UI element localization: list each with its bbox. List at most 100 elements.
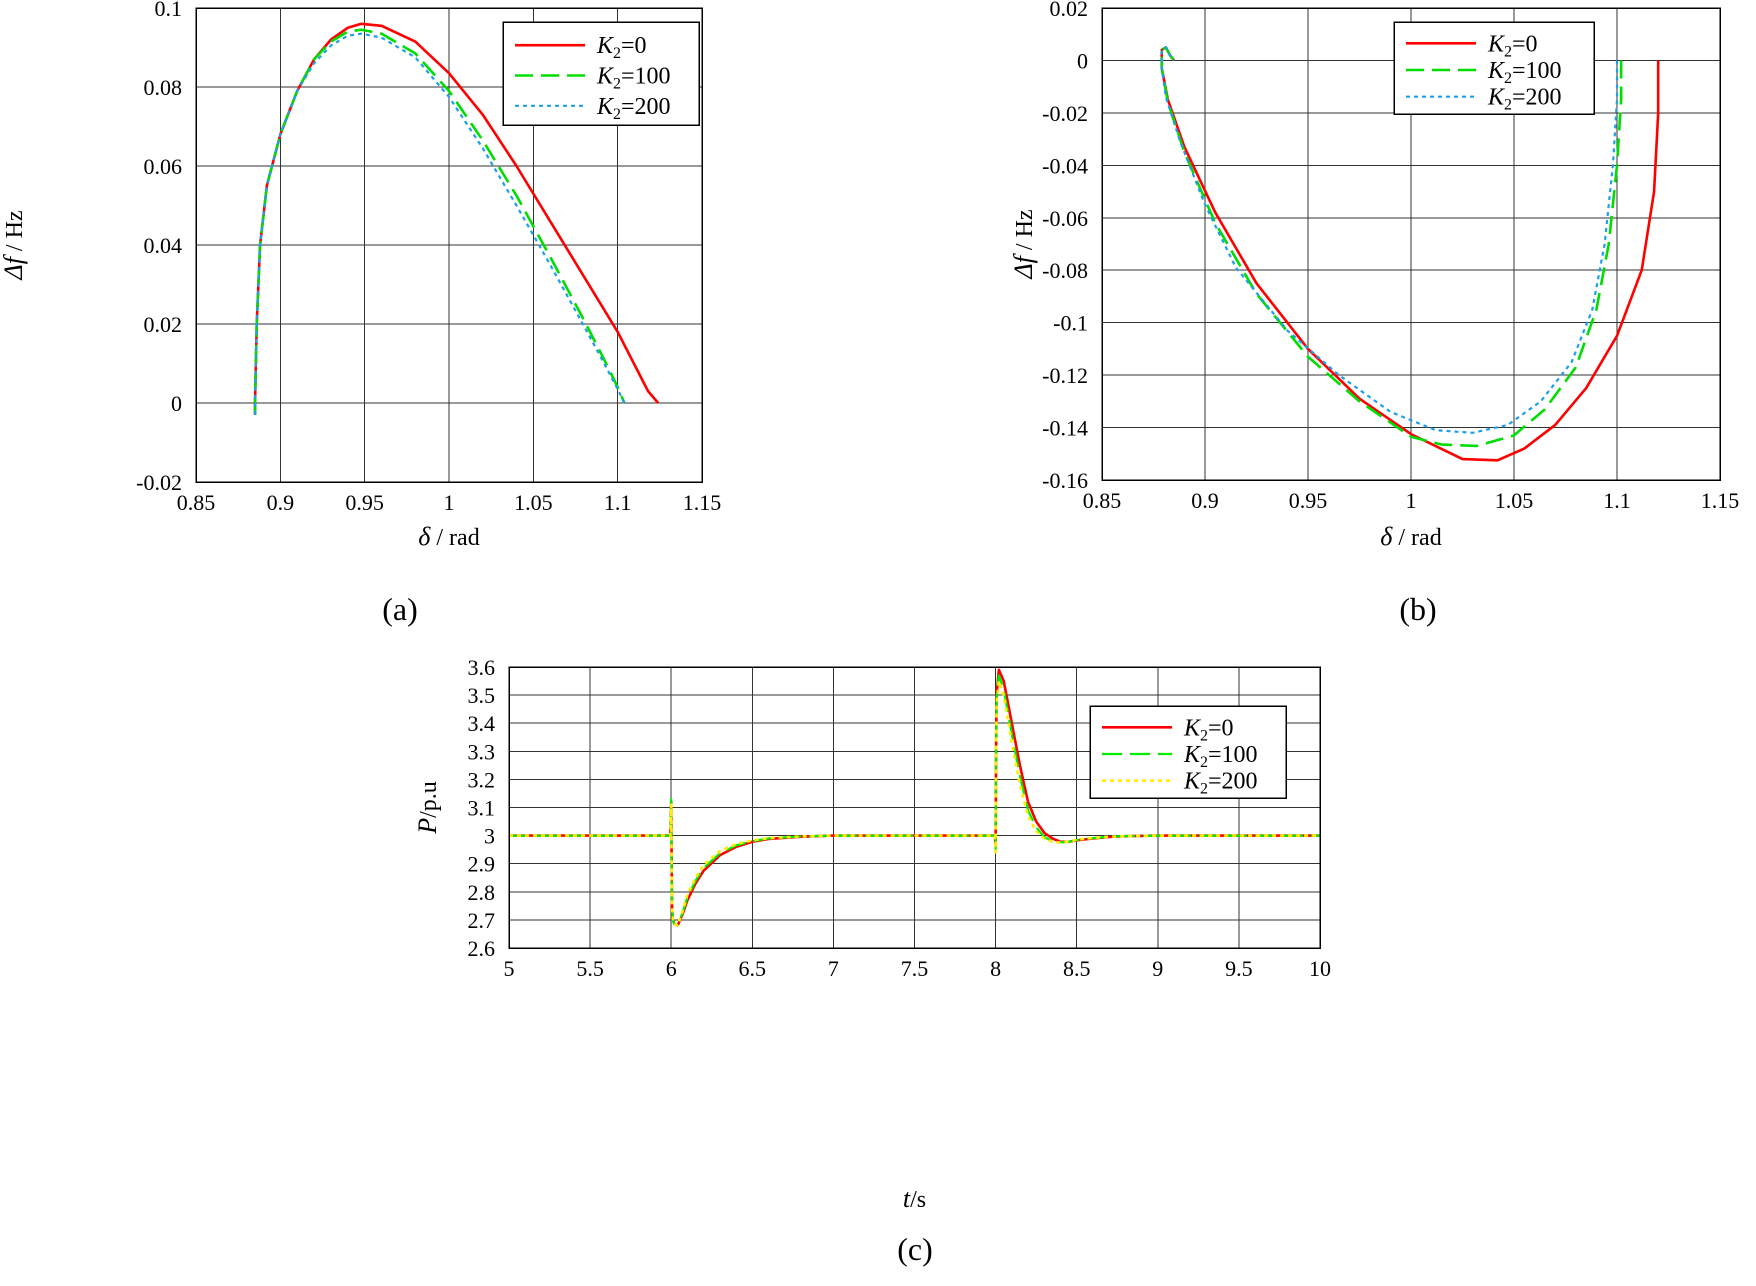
x-tick-label: 8.5 — [1063, 956, 1091, 981]
x-axis-symbol: t — [903, 1184, 911, 1213]
y-tick-label: 2.8 — [468, 880, 496, 905]
series-line-k2-100 — [253, 28, 626, 415]
y-tick-label: -0.16 — [1042, 468, 1088, 493]
legend-label-symbol: K — [1183, 769, 1202, 795]
x-axis-unit: /s — [910, 1187, 926, 1213]
x-axis-label: δ / rad — [1380, 522, 1441, 551]
legend-label-subscript: 2 — [1504, 70, 1512, 87]
legend-box — [1393, 21, 1595, 115]
series-line-k2-200 — [253, 32, 626, 415]
x-tick-label: 0.85 — [1083, 488, 1122, 513]
x-axis-unit: / rad — [1392, 525, 1441, 551]
legend-label: K2=200 — [596, 94, 671, 123]
y-tick-label: 2.9 — [468, 852, 496, 877]
legend-label-symbol: K — [1487, 85, 1506, 111]
x-tick-label: 1 — [444, 490, 455, 515]
y-tick-label: 0 — [171, 391, 182, 416]
legend-label-symbol: K — [596, 94, 615, 120]
legend-label-symbol: K — [1487, 31, 1506, 57]
chart-b: 0.85 0.9 0.95 1 1.05 1.1 1.15-0.16-0.14-0.12-0… — [1009, 0, 1739, 627]
y-tick-label: 3.5 — [468, 683, 496, 708]
y-tick-label: 0.04 — [144, 233, 183, 258]
y-tick-label: 0.08 — [144, 75, 183, 100]
x-tick-label: 6 — [666, 956, 677, 981]
x-tick-label: 1.05 — [514, 490, 553, 515]
y-tick-label: -0.04 — [1042, 153, 1088, 178]
legend-label-value: =0 — [1208, 715, 1234, 741]
x-tick-label: 9 — [1152, 956, 1163, 981]
y-tick-label: -0.14 — [1042, 416, 1088, 441]
panel-caption: (a) — [382, 591, 418, 627]
x-tick-label: 1.05 — [1495, 488, 1534, 513]
legend-label-subscript: 2 — [1504, 43, 1512, 60]
y-tick-label: 0 — [1077, 48, 1088, 73]
series-line-k2-200 — [1160, 46, 1619, 434]
legend-label-value: =100 — [1208, 742, 1258, 768]
x-tick-label: 1 — [1406, 488, 1417, 513]
legend-label: K2=0 — [1487, 31, 1538, 60]
legend-label-subscript: 2 — [1200, 754, 1208, 771]
y-tick-label: -0.08 — [1042, 258, 1088, 283]
y-axis-symbol: P — [413, 818, 442, 835]
x-tick-label: 1.1 — [1603, 488, 1631, 513]
legend-label-symbol: K — [1487, 58, 1506, 84]
legend-label-subscript: 2 — [1504, 97, 1512, 114]
legend-label-value: =200 — [1512, 85, 1562, 111]
legend-box — [502, 21, 700, 126]
x-axis-symbol: δ — [1380, 522, 1393, 551]
y-tick-label: -0.12 — [1042, 363, 1088, 388]
x-tick-label: 8 — [990, 956, 1001, 981]
x-tick-label: 0.85 — [177, 490, 216, 515]
y-tick-label: 2.6 — [468, 936, 496, 961]
y-axis-symbol: Δf — [0, 253, 28, 280]
y-tick-label: 3.3 — [468, 739, 496, 764]
x-axis-label: t/s — [903, 1184, 926, 1213]
y-axis-label: Δf / Hz — [1009, 209, 1038, 279]
plot-frame — [508, 666, 1321, 949]
y-axis-label: Δf / Hz — [0, 210, 28, 280]
x-tick-label: 1.15 — [1701, 488, 1740, 513]
legend-label: K2=0 — [596, 33, 647, 62]
y-tick-label: 3.4 — [468, 711, 496, 736]
y-axis-unit: /p.u — [416, 781, 442, 818]
legend-label-value: =200 — [621, 94, 671, 120]
legend-label-value: =100 — [1512, 58, 1562, 84]
plot-frame — [1101, 7, 1721, 481]
chart-a: 0.85 0.9 0.95 1 1.05 1.1 1.15 -0.02 0 0.02 0.04 0.0… — [0, 0, 721, 627]
legend-label-symbol: K — [596, 33, 615, 59]
series-group — [509, 668, 1320, 927]
y-tick-label: 0.02 — [1050, 0, 1089, 21]
y-axis-symbol: Δf — [1009, 252, 1038, 279]
y-axis-unit: / Hz — [1012, 209, 1038, 256]
legend-label-symbol: K — [596, 64, 615, 90]
x-tick-label: 9.5 — [1225, 956, 1253, 981]
series-group — [253, 22, 660, 415]
x-axis-symbol: δ — [418, 522, 431, 551]
plot-frame — [195, 7, 703, 483]
x-tick-label: 5 — [504, 956, 515, 981]
chart-c: 5 5.5 6 6.5 7 7.5 8 8.5 9 9.5 10 2.6 2.7 2.8 2.9 3 3.1 3.… — [413, 655, 1331, 1267]
x-tick-label: 0.9 — [1191, 488, 1219, 513]
legend-label: K2=200 — [1183, 769, 1258, 798]
y-tick-label: -0.02 — [1042, 101, 1088, 126]
legend-label: K2=100 — [1183, 742, 1258, 771]
y-tick-label: 3.2 — [468, 767, 496, 792]
x-axis-unit: / rad — [430, 525, 479, 551]
legend-box — [1089, 705, 1287, 799]
legend-label-symbol: K — [1183, 715, 1202, 741]
series-group — [1160, 46, 1660, 462]
x-tick-label: 7 — [828, 956, 839, 981]
panel-caption: (c) — [897, 1231, 933, 1267]
x-axis-label: δ / rad — [418, 522, 479, 551]
x-tick-label: 6.5 — [739, 956, 767, 981]
panel-caption: (b) — [1399, 591, 1436, 627]
legend-label-subscript: 2 — [1200, 727, 1208, 744]
x-tick-label: 1.15 — [683, 490, 722, 515]
legend-label: K2=100 — [596, 64, 671, 93]
legend-label: K2=200 — [1487, 85, 1562, 114]
legend-label-subscript: 2 — [1200, 781, 1208, 798]
